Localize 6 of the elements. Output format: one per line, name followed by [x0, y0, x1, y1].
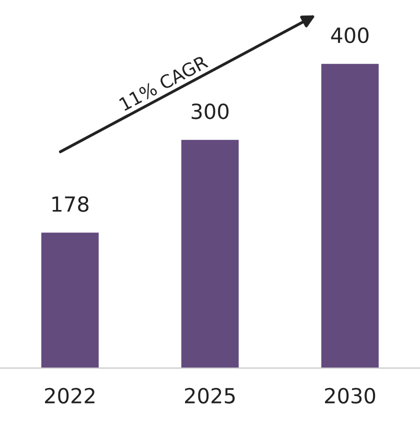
x-tick-label: 2025: [185, 388, 235, 404]
data-label: 300: [192, 103, 228, 120]
x-tick-label: 2022: [45, 388, 94, 404]
x-tick-label: 2030: [325, 388, 376, 404]
data-label: 400: [331, 27, 368, 44]
data-label: 178: [52, 196, 88, 212]
